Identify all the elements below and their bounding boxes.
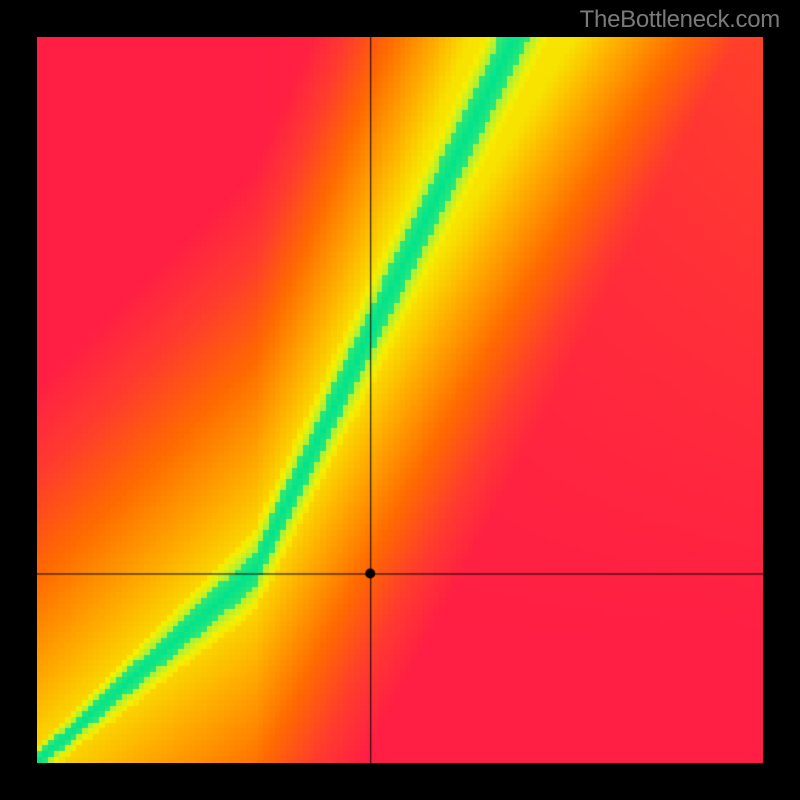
chart-container: TheBottleneck.com — [0, 0, 800, 800]
heatmap-canvas — [37, 37, 763, 763]
plot-area — [37, 37, 763, 763]
watermark-text: TheBottleneck.com — [580, 6, 780, 34]
